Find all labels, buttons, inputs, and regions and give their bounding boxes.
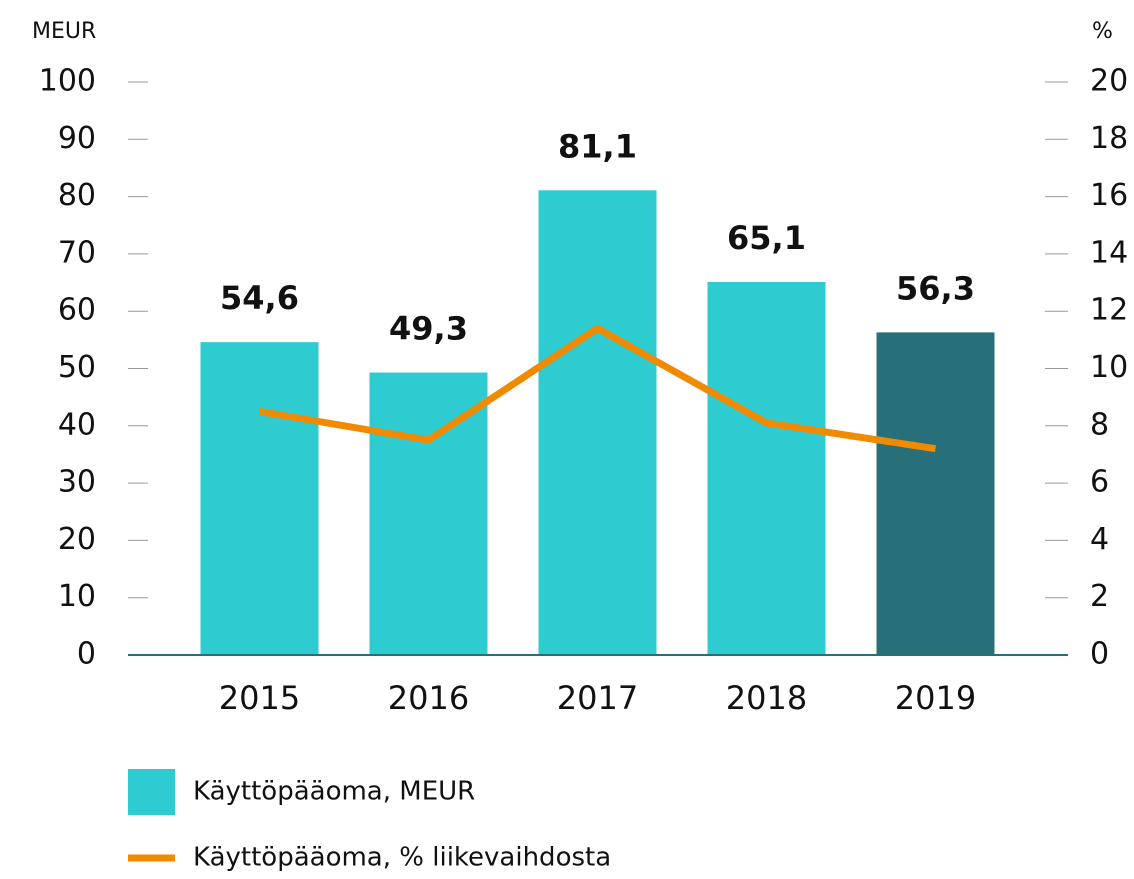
bar — [200, 342, 319, 655]
y-tick-label: 50 — [58, 350, 96, 385]
x-tick-label: 2017 — [557, 679, 638, 717]
y2-tick-label: 20 — [1090, 64, 1128, 99]
y-tick-label: 10 — [58, 579, 96, 614]
y-tick-label: 80 — [58, 178, 96, 213]
y2-tick-label: 12 — [1090, 293, 1128, 328]
y2-tick-label: 14 — [1090, 235, 1128, 270]
legend-label: Käyttöpääoma, MEUR — [193, 777, 475, 807]
y2-tick-label: 0 — [1090, 637, 1109, 672]
bar — [369, 372, 488, 655]
data-label: 54,6 — [220, 279, 299, 317]
y2-tick-label: 6 — [1090, 465, 1109, 500]
bar — [876, 332, 995, 655]
legend-label: Käyttöpääoma, % liikevaihdosta — [193, 843, 611, 873]
line — [258, 324, 937, 453]
data-label: 56,3 — [896, 269, 975, 307]
data-label: 49,3 — [389, 310, 468, 348]
y-tick-label: 70 — [58, 235, 96, 270]
data-label: 65,1 — [727, 219, 806, 257]
y2-tick-label: 18 — [1090, 121, 1128, 156]
x-tick-label: 2015 — [219, 679, 300, 717]
bar — [538, 190, 657, 655]
y-tick-label: 40 — [58, 407, 96, 442]
y2-axis-label: % — [1092, 19, 1113, 44]
legend-swatch — [128, 769, 175, 815]
y-tick-label: 0 — [77, 637, 96, 672]
bar — [707, 281, 826, 655]
y2-tick-label: 16 — [1090, 178, 1128, 213]
y2-tick-label: 8 — [1090, 407, 1109, 442]
x-tick-label: 2018 — [726, 679, 807, 717]
x-tick-label: 2016 — [388, 679, 469, 717]
data-label: 81,1 — [558, 127, 637, 165]
y-axis-label: MEUR — [32, 19, 96, 44]
y2-tick-label: 4 — [1090, 522, 1109, 557]
y-tick-label: 20 — [58, 522, 96, 557]
x-tick-label: 2019 — [895, 679, 976, 717]
y-tick-label: 100 — [39, 64, 96, 99]
y2-tick-label: 2 — [1090, 579, 1109, 614]
y-tick-label: 60 — [58, 293, 96, 328]
y-tick-label: 30 — [58, 465, 96, 500]
y-tick-label: 90 — [58, 121, 96, 156]
y2-tick-label: 10 — [1090, 350, 1128, 385]
